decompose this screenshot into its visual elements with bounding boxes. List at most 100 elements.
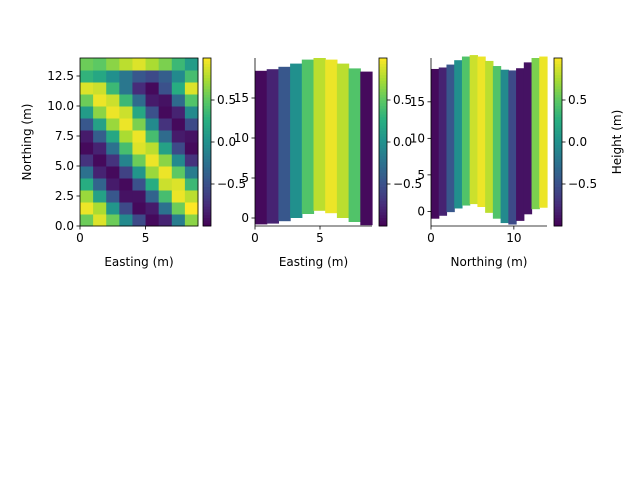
colorbar-segment bbox=[554, 128, 562, 132]
colorbar-segment bbox=[554, 72, 562, 76]
y-tick-label: 5 bbox=[241, 171, 249, 185]
x-axis-label: Northing (m) bbox=[451, 255, 528, 269]
colorbar-segment bbox=[554, 147, 562, 151]
colorbar-segment bbox=[203, 102, 211, 106]
heatmap-cell bbox=[184, 82, 199, 95]
colorbar-segment bbox=[203, 69, 211, 73]
colorbar-segment bbox=[379, 72, 387, 76]
colorbar-segment bbox=[203, 105, 211, 109]
colorbar-segment bbox=[379, 167, 387, 171]
x-axis-label: Easting (m) bbox=[104, 255, 173, 269]
mesh-column bbox=[531, 58, 540, 210]
mesh-column bbox=[431, 68, 440, 219]
colorbar-segment bbox=[379, 63, 387, 67]
colorbar-segment bbox=[203, 181, 211, 185]
colorbar-segment bbox=[554, 130, 562, 134]
colorbar-segment bbox=[554, 217, 562, 221]
colorbar-segment bbox=[203, 63, 211, 67]
heatmap-cell bbox=[93, 178, 107, 191]
colorbar-segment bbox=[203, 97, 211, 101]
y-tick-label: 5.0 bbox=[55, 159, 74, 173]
colorbar-segment bbox=[203, 186, 211, 190]
colorbar-segment bbox=[203, 60, 211, 64]
y-tick-label: 0 bbox=[417, 204, 425, 218]
colorbar-tick-label: 0.0 bbox=[568, 135, 587, 149]
colorbar-segment bbox=[379, 198, 387, 202]
heatmap-cell bbox=[80, 202, 94, 215]
colorbar-segment bbox=[203, 164, 211, 168]
colorbar-segment bbox=[203, 200, 211, 204]
heatmap-cell bbox=[184, 202, 199, 215]
mesh-column bbox=[516, 68, 525, 221]
colorbar-segment bbox=[554, 100, 562, 104]
heatmap-cell bbox=[119, 178, 133, 191]
colorbar-segment bbox=[554, 209, 562, 213]
heatmap-cell bbox=[106, 166, 120, 179]
heatmap-cell bbox=[171, 70, 186, 83]
colorbar-segment bbox=[203, 122, 211, 126]
mesh-column bbox=[469, 55, 478, 205]
colorbar-segment bbox=[379, 153, 387, 157]
colorbar-segment bbox=[554, 158, 562, 162]
colorbar-segment bbox=[203, 223, 211, 227]
colorbar-segment bbox=[203, 203, 211, 207]
heatmap-cell bbox=[132, 178, 147, 191]
heatmap-cell bbox=[119, 94, 133, 107]
heatmap-cell bbox=[171, 202, 186, 215]
colorbar-segment bbox=[203, 184, 211, 188]
heatmap-cell bbox=[171, 58, 186, 71]
colorbar-segment bbox=[203, 80, 211, 84]
y-tick-label: 15 bbox=[234, 91, 249, 105]
heatmap-cell bbox=[106, 178, 120, 191]
colorbar-tick-label: 0.5 bbox=[393, 93, 412, 107]
heatmap-cell bbox=[93, 154, 107, 167]
heatmap-cell bbox=[145, 58, 160, 71]
heatmap-cell bbox=[106, 190, 120, 203]
colorbar-segment bbox=[379, 164, 387, 168]
colorbar-segment bbox=[203, 212, 211, 216]
heatmap-cell bbox=[145, 190, 160, 203]
mesh-column bbox=[301, 59, 315, 214]
colorbar-segment bbox=[203, 161, 211, 165]
colorbar-segment bbox=[203, 139, 211, 143]
colorbar-segment bbox=[554, 142, 562, 146]
mesh-column bbox=[290, 63, 303, 218]
colorbar-segment bbox=[379, 74, 387, 78]
colorbar-segment bbox=[203, 58, 211, 62]
colorbar-segment bbox=[379, 192, 387, 196]
colorbar-segment bbox=[554, 58, 562, 62]
colorbar-segment bbox=[554, 80, 562, 84]
heatmap-cell bbox=[132, 166, 147, 179]
heatmap-cell bbox=[93, 118, 107, 131]
colorbar-segment bbox=[203, 77, 211, 81]
colorbar-segment bbox=[203, 172, 211, 176]
heatmap-cell bbox=[80, 106, 94, 119]
heatmap-cell bbox=[158, 82, 173, 95]
colorbar-segment bbox=[379, 66, 387, 70]
colorbar-segment bbox=[554, 167, 562, 171]
heatmap-cell bbox=[106, 154, 120, 167]
colorbar-segment bbox=[554, 181, 562, 185]
heatmap-cell bbox=[145, 178, 160, 191]
colorbar-segment bbox=[554, 60, 562, 64]
colorbar-segment bbox=[379, 144, 387, 148]
colorbar-segment bbox=[379, 161, 387, 165]
heatmap-cell bbox=[119, 142, 133, 155]
heatmap-cell bbox=[93, 142, 107, 155]
heatmap-cell bbox=[171, 214, 186, 227]
heatmap-cell bbox=[132, 106, 147, 119]
colorbar-segment bbox=[203, 116, 211, 120]
mesh-column bbox=[266, 69, 279, 224]
heatmap-cell bbox=[80, 130, 94, 143]
x-tick-label: 5 bbox=[316, 231, 324, 245]
mesh-column bbox=[461, 56, 471, 206]
colorbar-segment bbox=[554, 108, 562, 112]
chart-panel-1: 0 5 0.0 2.5 5.0 7.5 10.0 12.5 Easting (m) Northin… bbox=[20, 57, 246, 269]
colorbar-segment bbox=[203, 167, 211, 171]
colorbar-segment bbox=[379, 83, 387, 87]
mesh-column bbox=[446, 64, 455, 213]
colorbar-segment bbox=[379, 156, 387, 160]
colorbar-segment bbox=[554, 88, 562, 92]
colorbar-segment bbox=[379, 122, 387, 126]
colorbar-segment bbox=[554, 111, 562, 115]
